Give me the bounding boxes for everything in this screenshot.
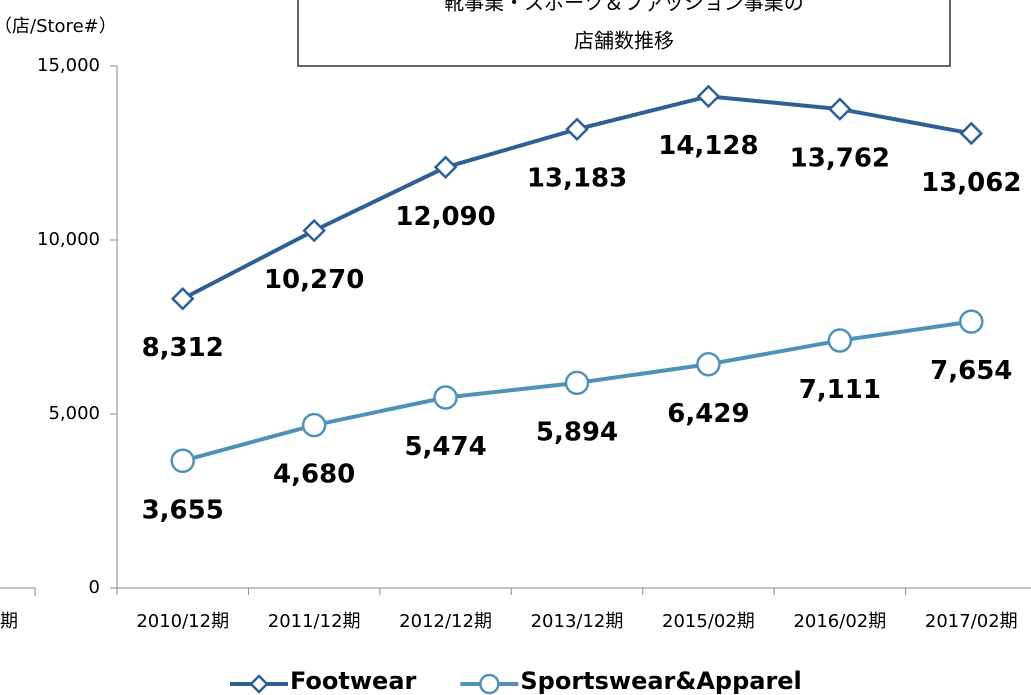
data-label: 7,111 xyxy=(799,375,881,405)
marker xyxy=(170,286,195,311)
x-tick-label: 2016/02期 xyxy=(793,611,886,632)
marker xyxy=(564,370,590,396)
marker xyxy=(249,674,269,694)
data-label: 10,270 xyxy=(264,265,364,295)
marker xyxy=(479,673,500,695)
data-label: 5,894 xyxy=(536,417,618,447)
marker xyxy=(696,84,721,109)
x-tick-label: 2013/12期 xyxy=(531,611,624,632)
data-label: 13,762 xyxy=(790,144,890,174)
chart-title: 店舗数推移 xyxy=(574,29,674,53)
marker xyxy=(827,328,853,353)
y-axis-label: （店/Store#） xyxy=(0,16,117,37)
annotation: 期 xyxy=(0,611,18,632)
x-tick-label: 2010/12期 xyxy=(136,611,229,632)
legend-label: Footwear xyxy=(290,667,417,695)
y-tick-label: 0 xyxy=(89,577,100,598)
data-label: 7,654 xyxy=(930,356,1012,386)
marker xyxy=(433,385,458,410)
legend-label: Sportswear&Apparel xyxy=(520,667,801,695)
data-label: 5,474 xyxy=(404,432,486,462)
marker xyxy=(301,412,327,438)
marker xyxy=(302,218,326,243)
data-label: 8,312 xyxy=(142,333,224,363)
marker xyxy=(565,117,589,141)
data-label: 13,183 xyxy=(527,164,627,194)
data-label: 14,128 xyxy=(658,131,758,161)
marker xyxy=(959,121,984,146)
marker xyxy=(696,352,721,377)
marker xyxy=(433,155,458,180)
marker xyxy=(959,309,984,334)
marker xyxy=(170,448,195,474)
data-label: 12,090 xyxy=(395,202,495,232)
data-label: 13,062 xyxy=(921,168,1021,198)
x-tick-label: 2015/02期 xyxy=(662,611,755,632)
x-tick-label: 2011/12期 xyxy=(268,611,361,632)
y-tick-label: 5,000 xyxy=(48,403,100,424)
marker xyxy=(828,97,852,121)
data-label: 6,429 xyxy=(667,399,749,429)
x-tick-label: 2017/02期 xyxy=(925,611,1018,632)
x-tick-label: 2012/12期 xyxy=(399,611,492,632)
data-label: 3,655 xyxy=(142,495,224,525)
data-label: 4,680 xyxy=(273,460,355,490)
y-tick-label: 15,000 xyxy=(37,55,100,76)
chart-title: 靴事業・スポーツ＆ファッション事業の xyxy=(444,0,804,15)
title-box xyxy=(297,0,951,67)
y-tick-label: 10,000 xyxy=(37,229,100,250)
